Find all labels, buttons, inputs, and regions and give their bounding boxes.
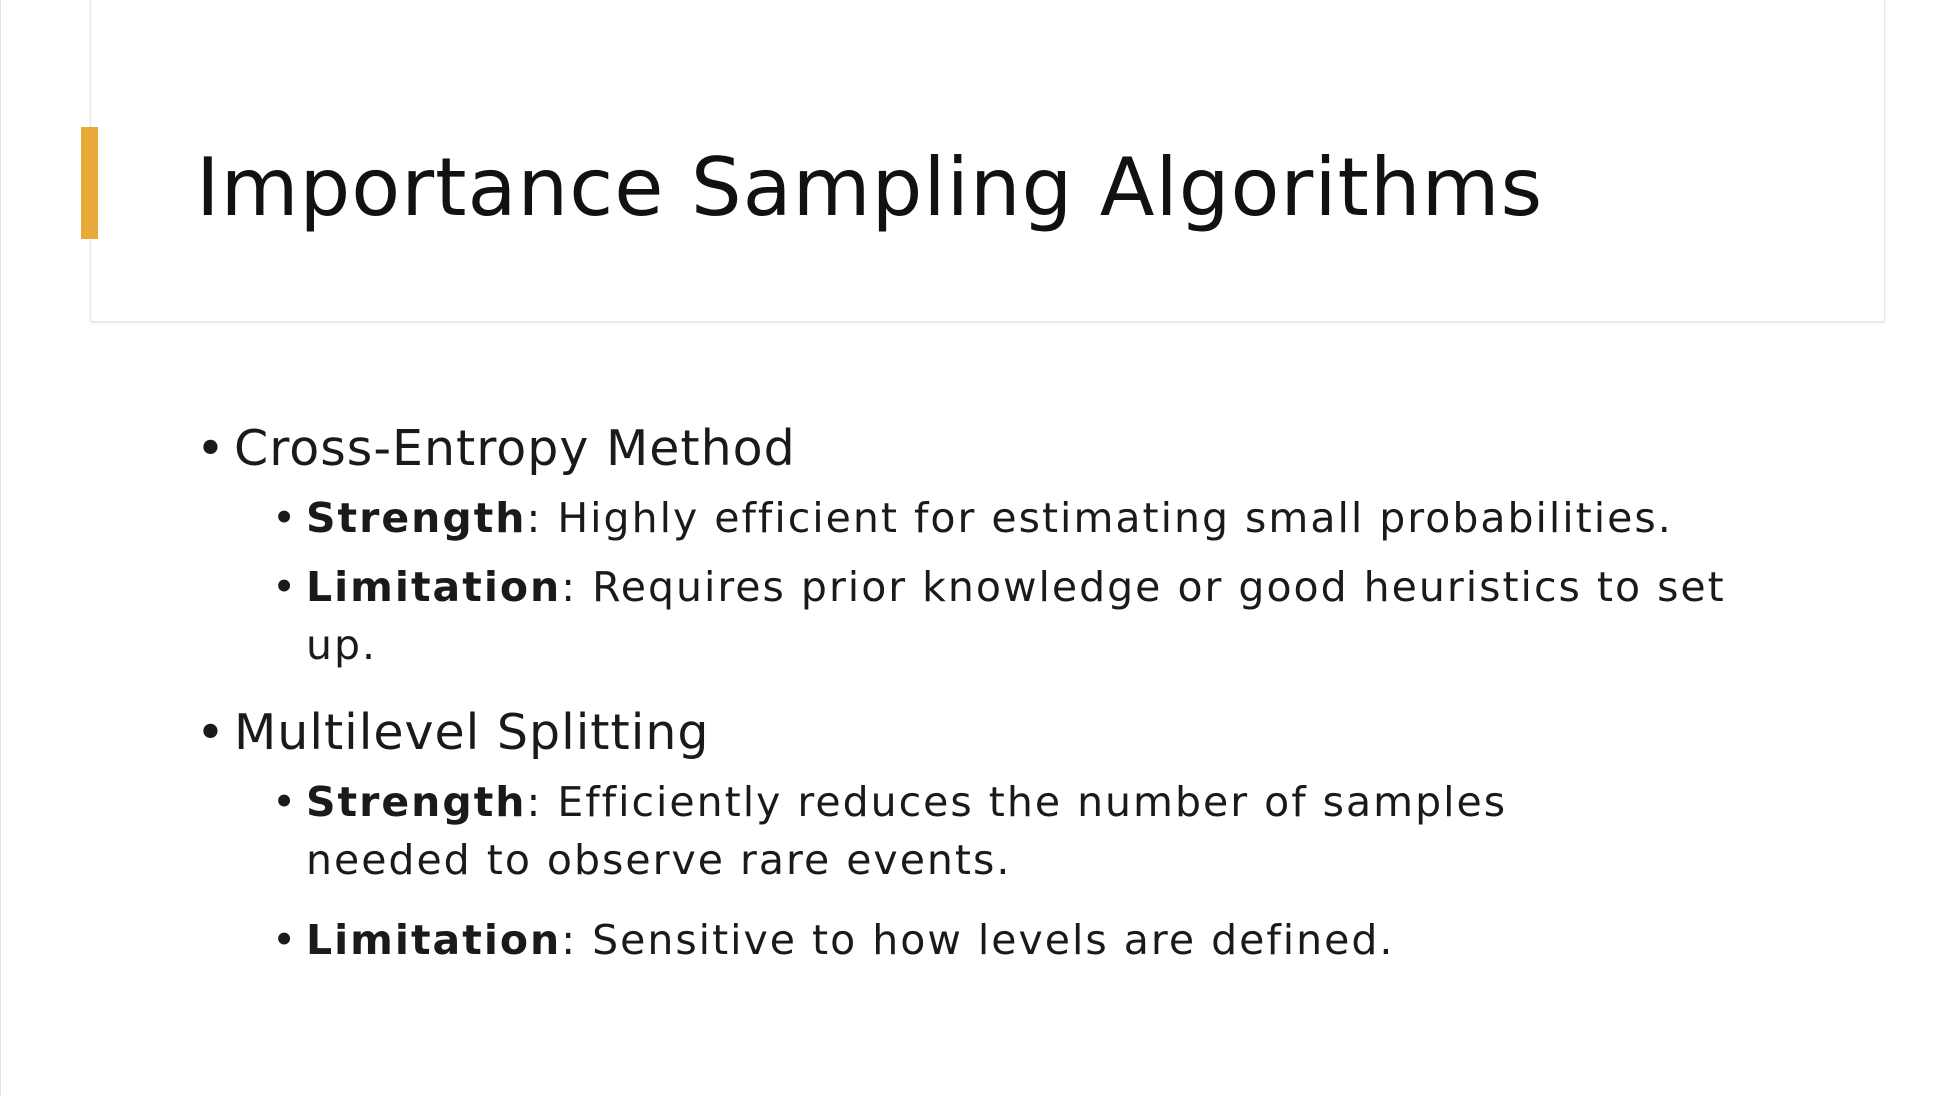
sub-bullet-text: : Highly efficient for estimating small …	[526, 494, 1673, 542]
bullet-label: Cross-Entropy Method	[234, 420, 796, 477]
bullet-cross-entropy-method: • Cross-Entropy Method	[196, 415, 1756, 483]
bullet-label: Multilevel Splitting	[234, 704, 710, 761]
bullet-dot: •	[272, 563, 299, 611]
bullet-multilevel-splitting: • Multilevel Splitting	[196, 699, 1756, 767]
sub-bullet-mls-strength: • Strength: Efficiently reduces the numb…	[272, 773, 1636, 889]
bullet-dot: •	[272, 778, 299, 826]
sub-bullet-term: Limitation	[306, 563, 562, 611]
title-header-box	[90, 0, 1885, 322]
sub-bullet-text: : Requires prior knowledge or good heuri…	[306, 563, 1726, 669]
sub-bullet-term: Strength	[306, 778, 527, 826]
sub-bullet-term: Limitation	[306, 916, 562, 964]
bullet-dot: •	[272, 494, 299, 542]
bullet-dot: •	[196, 420, 226, 477]
slide-title: Importance Sampling Algorithms	[196, 141, 1544, 234]
slide-left-edge	[0, 0, 1, 1096]
bullet-dot: •	[196, 704, 226, 761]
sub-bullet-mls-limitation: • Limitation: Sensitive to how levels ar…	[272, 911, 1756, 969]
sub-bullet-term: Strength	[306, 494, 527, 542]
bullet-dot: •	[272, 916, 299, 964]
sub-bullet-cem-strength: • Strength: Highly efficient for estimat…	[272, 489, 1756, 547]
sub-bullet-text: : Sensitive to how levels are defined.	[561, 916, 1395, 964]
sub-bullet-cem-limitation: • Limitation: Requires prior knowledge o…	[272, 558, 1756, 674]
sub-bullet-text: : Efficiently reduces the number of samp…	[306, 778, 1508, 884]
title-accent-bar	[81, 127, 98, 239]
slide-body: • Cross-Entropy Method • Strength: Highl…	[196, 415, 1756, 969]
